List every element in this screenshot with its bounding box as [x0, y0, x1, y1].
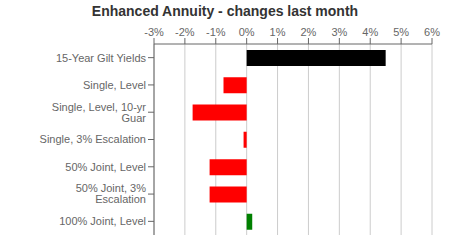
svg-text:6%: 6% — [424, 26, 440, 38]
svg-text:-2%: -2% — [175, 26, 195, 38]
svg-text:0%: 0% — [239, 26, 255, 38]
svg-text:4%: 4% — [362, 26, 378, 38]
svg-text:50% Joint, Level: 50% Joint, Level — [65, 161, 146, 173]
svg-text:50% Joint, 3%Escalation: 50% Joint, 3%Escalation — [76, 182, 147, 205]
svg-text:2%: 2% — [300, 26, 316, 38]
svg-text:Single, Level: Single, Level — [83, 79, 146, 91]
svg-text:100% Joint, Level: 100% Joint, Level — [59, 215, 146, 227]
svg-text:-1%: -1% — [206, 26, 226, 38]
svg-text:15-Year Gilt Yields: 15-Year Gilt Yields — [56, 52, 147, 64]
html-text:Enhanced Annuity - changes las: Enhanced Annuity - changes last month — [91, 3, 359, 19]
svg-text:Single, Level, 10-yrGuar: Single, Level, 10-yrGuar — [52, 101, 146, 124]
svg-text:5%: 5% — [393, 26, 409, 38]
svg-text:1%: 1% — [270, 26, 286, 38]
svg-text:Single, 3% Escalation: Single, 3% Escalation — [40, 133, 146, 145]
svg-text:3%: 3% — [331, 26, 347, 38]
svg-text:-3%: -3% — [144, 26, 164, 38]
